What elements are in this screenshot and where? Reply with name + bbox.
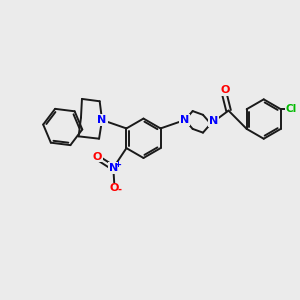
Text: -: - <box>118 185 122 195</box>
Text: N: N <box>209 116 218 126</box>
Text: +: + <box>115 160 122 169</box>
Text: O: O <box>110 184 119 194</box>
Text: N: N <box>109 163 118 173</box>
Text: N: N <box>180 115 190 125</box>
Text: O: O <box>93 152 102 162</box>
Text: Cl: Cl <box>286 104 297 114</box>
Text: N: N <box>98 115 107 125</box>
Text: O: O <box>220 85 230 95</box>
